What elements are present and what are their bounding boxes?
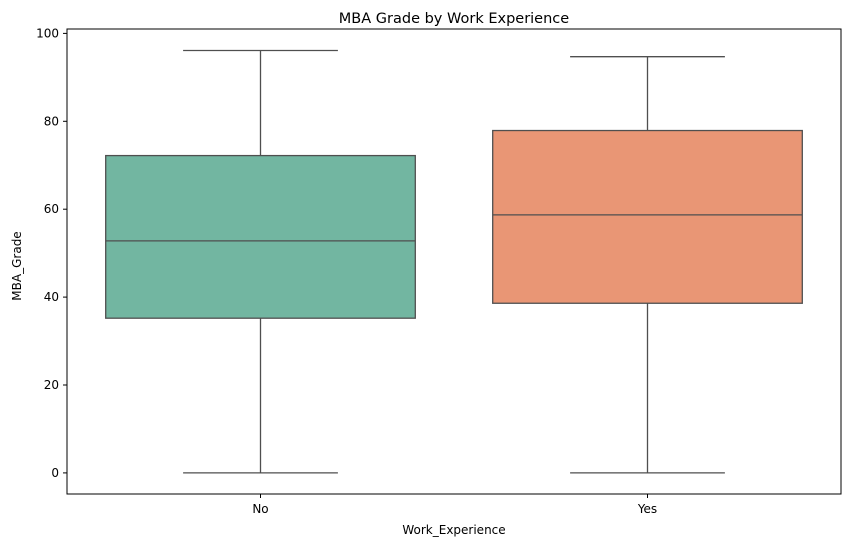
box-no [105,154,416,319]
y-tick-label-20: 20 [44,378,59,392]
x-axis-label: Work_Experience [402,523,505,537]
plot-frame [66,28,842,495]
plot-area: No Yes 0 20 40 60 80 100 [36,26,842,516]
x-tick-label-no: No [252,502,268,516]
box-yes [492,129,803,304]
y-axis-label: MBA_Grade [10,231,24,300]
x-tick-label-yes: Yes [637,502,657,516]
y-tick-label-0: 0 [51,466,59,480]
y-tick-label-60: 60 [44,202,59,216]
chart-title: MBA Grade by Work Experience [339,11,569,27]
y-tick-label-80: 80 [44,114,59,128]
y-tick-label-100: 100 [36,26,59,40]
y-tick-label-40: 40 [44,290,59,304]
